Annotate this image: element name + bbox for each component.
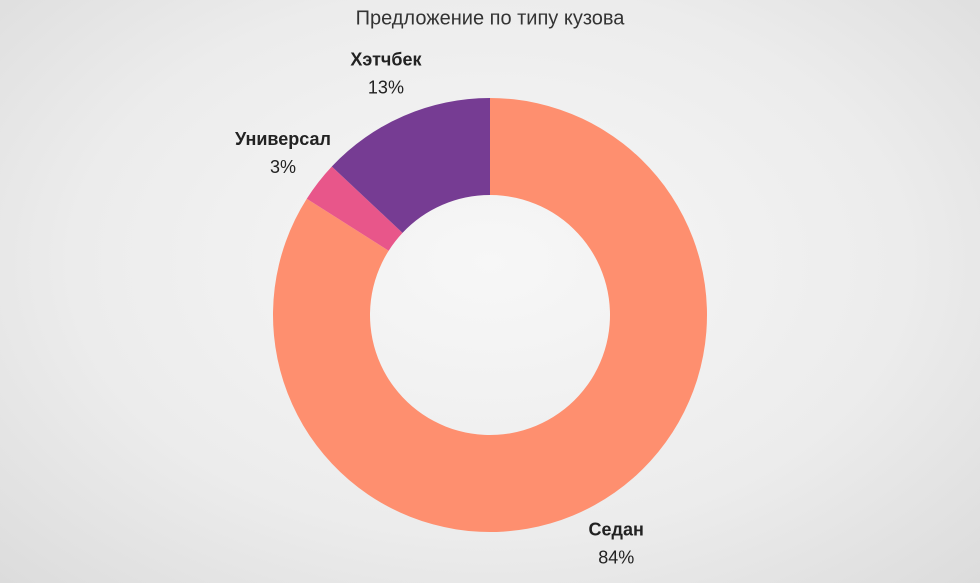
slice-label: Универсал <box>235 129 331 149</box>
donut-slice <box>331 98 490 233</box>
slice-label: Хэтчбек <box>350 49 422 69</box>
value-label: 13% <box>368 77 404 97</box>
donut-slice <box>306 166 403 251</box>
value-label: 3% <box>270 157 296 177</box>
chart-title: Предложение по типу кузова <box>356 7 626 29</box>
donut-slice <box>273 98 707 532</box>
value-label: 84% <box>598 547 634 567</box>
slice-label: Седан <box>589 519 644 539</box>
